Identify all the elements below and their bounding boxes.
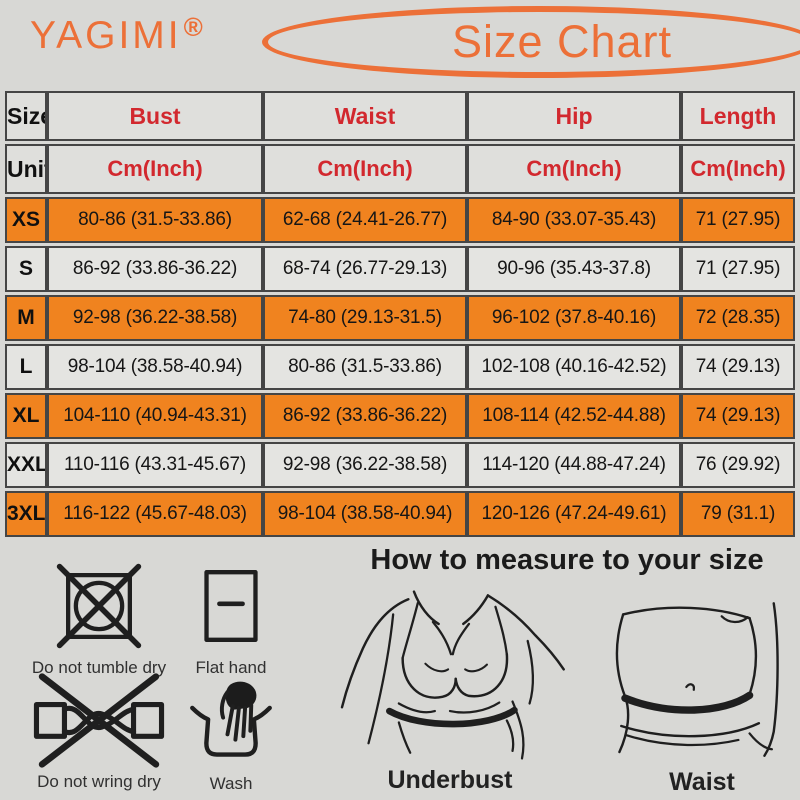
cell-waist: 74-80 (29.13-31.5) bbox=[263, 295, 467, 341]
care-item: Do not wring dry bbox=[14, 672, 184, 792]
size-table: Size Bust Waist Hip Length Unit Cm(Inch)… bbox=[5, 88, 795, 540]
cell-waist: 92-98 (36.22-38.58) bbox=[263, 442, 467, 488]
care-item: Wash bbox=[178, 674, 284, 794]
title-ellipse: Size Chart bbox=[262, 6, 800, 78]
cell-bust: 98-104 (38.58-40.94) bbox=[47, 344, 263, 390]
column-header-bust: Bust bbox=[47, 91, 263, 141]
column-header-hip: Hip bbox=[467, 91, 681, 141]
cell-length: 72 (28.35) bbox=[681, 295, 795, 341]
table-row-s: S 86-92 (33.86-36.22) 68-74 (26.77-29.13… bbox=[5, 246, 795, 292]
brand-name: YAGIMI bbox=[30, 14, 182, 57]
column-header-waist: Waist bbox=[263, 91, 467, 141]
cell-length: 74 (29.13) bbox=[681, 393, 795, 439]
cell-waist: 62-68 (24.41-26.77) bbox=[263, 197, 467, 243]
table-row-xs: XS 80-86 (31.5-33.86) 62-68 (24.41-26.77… bbox=[5, 197, 795, 243]
care-item-label: Wash bbox=[209, 774, 253, 793]
underbust-figure-illustration bbox=[318, 586, 582, 771]
row-label: XS bbox=[5, 197, 47, 243]
unit-cell: Cm(Inch) bbox=[681, 144, 795, 194]
do-not-tumble-dry-icon bbox=[47, 558, 151, 654]
care-item: Do not tumble dry bbox=[20, 558, 178, 678]
flat-hand-icon bbox=[195, 558, 267, 654]
do-not-wring-icon bbox=[23, 672, 175, 768]
cell-bust: 86-92 (33.86-36.22) bbox=[47, 246, 263, 292]
row-label: M bbox=[5, 295, 47, 341]
table-row-3xl: 3XL 116-122 (45.67-48.03) 98-104 (38.58-… bbox=[5, 491, 795, 537]
cell-waist: 86-92 (33.86-36.22) bbox=[263, 393, 467, 439]
cell-length: 74 (29.13) bbox=[681, 344, 795, 390]
table-unit-row: Unit Cm(Inch) Cm(Inch) Cm(Inch) Cm(Inch) bbox=[5, 144, 795, 194]
cell-length: 76 (29.92) bbox=[681, 442, 795, 488]
care-item: Flat hand bbox=[176, 558, 286, 678]
table-row-m: M 92-98 (36.22-38.58) 74-80 (29.13-31.5)… bbox=[5, 295, 795, 341]
table-row-l: L 98-104 (38.58-40.94) 80-86 (31.5-33.86… bbox=[5, 344, 795, 390]
underbust-figure-label: Underbust bbox=[387, 766, 513, 794]
cell-hip: 96-102 (37.8-40.16) bbox=[467, 295, 681, 341]
care-item-label: Do not tumble dry bbox=[31, 658, 167, 677]
cell-bust: 110-116 (43.31-45.67) bbox=[47, 442, 263, 488]
cell-waist: 98-104 (38.58-40.94) bbox=[263, 491, 467, 537]
row-label: 3XL bbox=[5, 491, 47, 537]
page-title: Size Chart bbox=[451, 16, 673, 67]
table-row-xl: XL 104-110 (40.94-43.31) 86-92 (33.86-36… bbox=[5, 393, 795, 439]
cell-bust: 116-122 (45.67-48.03) bbox=[47, 491, 263, 537]
wash-icon bbox=[187, 674, 275, 770]
cell-hip: 108-114 (42.52-44.88) bbox=[467, 393, 681, 439]
unit-row-label: Unit bbox=[5, 144, 47, 194]
unit-cell: Cm(Inch) bbox=[467, 144, 681, 194]
care-item-label: Flat hand bbox=[195, 658, 267, 677]
unit-cell: Cm(Inch) bbox=[263, 144, 467, 194]
cell-bust: 80-86 (31.5-33.86) bbox=[47, 197, 263, 243]
cell-waist: 80-86 (31.5-33.86) bbox=[263, 344, 467, 390]
cell-hip: 120-126 (47.24-49.61) bbox=[467, 491, 681, 537]
waist-figure-illustration bbox=[588, 594, 794, 771]
column-header-length: Length bbox=[681, 91, 795, 141]
cell-bust: 104-110 (40.94-43.31) bbox=[47, 393, 263, 439]
unit-cell: Cm(Inch) bbox=[47, 144, 263, 194]
cell-hip: 90-96 (35.43-37.8) bbox=[467, 246, 681, 292]
registered-trademark-icon: ® bbox=[183, 12, 203, 42]
brand-logo: YAGIMI® bbox=[30, 12, 203, 58]
row-label: XL bbox=[5, 393, 47, 439]
row-label: S bbox=[5, 246, 47, 292]
cell-hip: 84-90 (33.07-35.43) bbox=[467, 197, 681, 243]
measure-section-title: How to measure to your size bbox=[370, 544, 764, 576]
cell-bust: 92-98 (36.22-38.58) bbox=[47, 295, 263, 341]
waist-figure-label: Waist bbox=[669, 768, 735, 796]
cell-length: 71 (27.95) bbox=[681, 197, 795, 243]
column-header-size: Size bbox=[5, 91, 47, 141]
row-label: L bbox=[5, 344, 47, 390]
cell-waist: 68-74 (26.77-29.13) bbox=[263, 246, 467, 292]
row-label: XXL bbox=[5, 442, 47, 488]
cell-hip: 102-108 (40.16-42.52) bbox=[467, 344, 681, 390]
care-item-label: Do not wring dry bbox=[37, 772, 161, 791]
cell-length: 71 (27.95) bbox=[681, 246, 795, 292]
table-header-row: Size Bust Waist Hip Length bbox=[5, 91, 795, 141]
cell-hip: 114-120 (44.88-47.24) bbox=[467, 442, 681, 488]
cell-length: 79 (31.1) bbox=[681, 491, 795, 537]
table-row-xxl: XXL 110-116 (43.31-45.67) 92-98 (36.22-3… bbox=[5, 442, 795, 488]
